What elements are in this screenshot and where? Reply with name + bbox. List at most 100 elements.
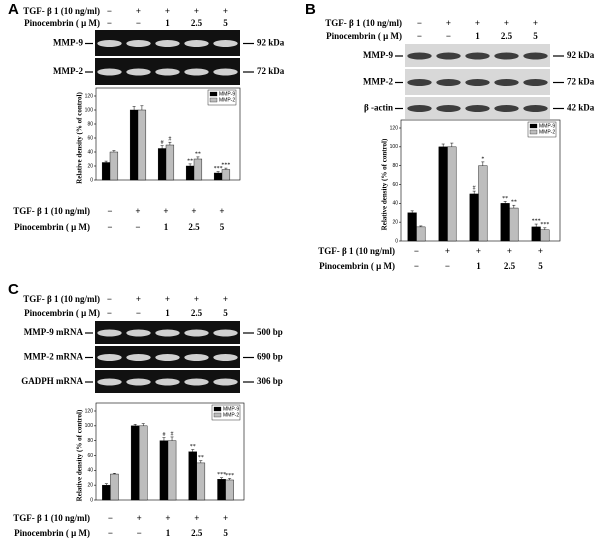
bar — [130, 425, 140, 501]
error-bar — [410, 210, 414, 213]
blot-band — [523, 79, 548, 86]
bar — [438, 146, 448, 242]
significance: *** — [217, 472, 226, 478]
blot-band — [494, 52, 519, 60]
treatment-value: 2.5 — [191, 528, 203, 538]
y-tick-label: 80 — [87, 438, 93, 444]
significance: ** — [187, 158, 193, 164]
legend-label: MMP-9 — [223, 406, 239, 412]
band-size: 72 kDa — [567, 77, 595, 87]
legend-box — [527, 121, 557, 138]
bar — [129, 109, 139, 181]
panel-letter: C — [8, 281, 19, 298]
error-bar — [512, 204, 516, 209]
bar — [110, 473, 119, 501]
y-tick-label: 120 — [85, 408, 94, 414]
treatment-value: + — [194, 513, 199, 523]
error-bar — [441, 143, 445, 147]
blot-band — [494, 79, 519, 86]
bar — [217, 479, 226, 501]
treatment-value: 2.5 — [188, 222, 200, 232]
bar — [193, 158, 203, 181]
legend-swatch — [213, 412, 222, 418]
bar — [138, 425, 148, 501]
treatment-value: 2.5 — [504, 261, 516, 271]
treatment-label: Pinocembrin ( μ M) — [319, 261, 395, 271]
significance: # — [473, 185, 476, 191]
significance: *** — [540, 222, 549, 228]
treatment-value: − — [135, 222, 140, 232]
treatment-value: + — [504, 18, 509, 28]
treatment-value: + — [194, 6, 199, 16]
treatment-value: 5 — [223, 308, 228, 318]
band-size: 92 kDa — [567, 50, 595, 60]
error-bar — [112, 150, 116, 152]
bar — [167, 440, 177, 501]
significance: ** — [190, 444, 196, 450]
treatment-value: − — [136, 308, 141, 318]
blot-band — [97, 378, 122, 386]
treatment-value: + — [165, 6, 170, 16]
error-bar — [160, 145, 164, 149]
blot-band — [407, 105, 432, 112]
significance: # — [161, 140, 164, 146]
band-label: GADPH mRNA — [21, 376, 83, 386]
bar — [159, 440, 169, 501]
error-bar — [472, 190, 476, 194]
treatment-value: 1 — [475, 31, 480, 41]
treatment-label: TGF- β 1 (10 ng/ml) — [325, 18, 402, 28]
blot-band — [436, 105, 461, 112]
error-bar — [104, 160, 108, 163]
error-bar — [196, 156, 200, 159]
blot-band — [97, 329, 122, 337]
bar — [407, 212, 417, 242]
significance: * — [481, 156, 484, 162]
blot-band — [213, 40, 238, 47]
blot-band — [155, 378, 180, 386]
treatment-value: − — [137, 528, 142, 538]
blot-band — [97, 68, 122, 76]
treatment-value: 1 — [476, 261, 481, 271]
blot-band — [126, 354, 151, 361]
y-tick-label: 100 — [85, 107, 94, 113]
blot-band — [407, 79, 432, 86]
bar — [185, 165, 195, 181]
treatment-value: − — [107, 6, 112, 16]
significance: *** — [214, 166, 223, 172]
error-bar — [228, 478, 232, 480]
legend-label: MMP-9 — [219, 91, 235, 97]
treatment-label: TGF- β 1 (10 ng/ml) — [318, 246, 395, 256]
bar — [478, 165, 488, 242]
legend-box — [207, 89, 237, 106]
blot-band — [465, 52, 490, 60]
legend-swatch — [529, 129, 538, 135]
y-tick-label: 80 — [87, 121, 93, 127]
y-tick-label: 60 — [392, 182, 398, 188]
treatment-value: + — [507, 246, 512, 256]
blot-band — [213, 354, 238, 361]
treatment-value: + — [137, 513, 142, 523]
legend-label: MMP-2 — [223, 412, 239, 418]
band-size: 42 kDa — [567, 103, 595, 113]
bar — [137, 109, 147, 181]
treatment-value: + — [165, 294, 170, 304]
treatment-value: − — [108, 528, 113, 538]
bar — [213, 172, 223, 181]
treatment-value: 5 — [223, 528, 228, 538]
band-size: 690 bp — [257, 352, 283, 362]
y-axis-label: Relative density (% of control) — [381, 138, 389, 230]
treatment-value: + — [475, 18, 480, 28]
blot-band — [184, 378, 209, 386]
y-tick-label: 40 — [87, 468, 93, 474]
y-tick-label: 0 — [90, 497, 93, 503]
blot-band — [494, 105, 519, 112]
blot-band — [155, 329, 180, 337]
treatment-value: + — [445, 246, 450, 256]
band-size: 500 bp — [257, 327, 283, 337]
error-bar — [481, 161, 485, 166]
bar — [196, 462, 206, 501]
bar — [109, 151, 119, 181]
y-axis-label: Relative density (% of control) — [76, 409, 84, 501]
treatment-value: − — [107, 222, 112, 232]
